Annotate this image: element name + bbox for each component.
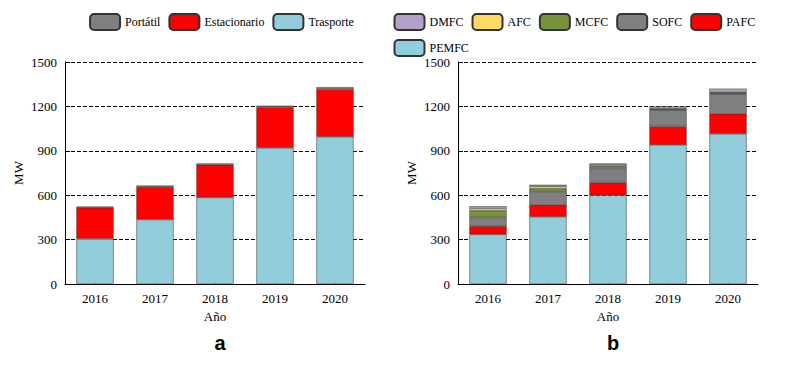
svg-text:MW: MW <box>404 160 419 185</box>
svg-text:2018: 2018 <box>202 291 228 306</box>
svg-text:Trasporte: Trasporte <box>308 15 354 29</box>
svg-text:1200: 1200 <box>31 99 57 114</box>
svg-text:2018: 2018 <box>595 291 621 306</box>
svg-text:2020: 2020 <box>322 291 348 306</box>
svg-text:MCFC: MCFC <box>575 15 608 29</box>
svg-text:0: 0 <box>444 277 451 292</box>
svg-text:300: 300 <box>38 232 58 247</box>
svg-text:900: 900 <box>431 143 451 158</box>
svg-text:Portátil: Portátil <box>125 15 161 29</box>
svg-text:2016: 2016 <box>475 291 502 306</box>
svg-text:Estacionario: Estacionario <box>204 15 264 29</box>
svg-text:2020: 2020 <box>715 291 741 306</box>
svg-text:2017: 2017 <box>535 291 562 306</box>
svg-text:900: 900 <box>38 143 58 158</box>
svg-text:1200: 1200 <box>424 99 450 114</box>
svg-text:PAFC: PAFC <box>726 15 755 29</box>
svg-text:2017: 2017 <box>142 291 169 306</box>
svg-text:300: 300 <box>431 232 451 247</box>
svg-text:2016: 2016 <box>82 291 109 306</box>
svg-text:AFC: AFC <box>508 15 531 29</box>
svg-text:Año: Año <box>597 309 619 324</box>
svg-text:MW: MW <box>11 160 26 185</box>
svg-text:PEMFC: PEMFC <box>430 41 469 55</box>
svg-text:a: a <box>214 332 226 354</box>
svg-text:DMFC: DMFC <box>430 15 464 29</box>
svg-text:b: b <box>607 332 619 354</box>
svg-text:1500: 1500 <box>31 55 57 70</box>
svg-text:0: 0 <box>51 277 58 292</box>
svg-text:2019: 2019 <box>262 291 288 306</box>
svg-text:Año: Año <box>204 309 226 324</box>
svg-text:2019: 2019 <box>655 291 681 306</box>
svg-text:600: 600 <box>38 188 58 203</box>
svg-text:1500: 1500 <box>424 55 450 70</box>
svg-text:SOFC: SOFC <box>652 15 682 29</box>
svg-text:600: 600 <box>431 188 451 203</box>
